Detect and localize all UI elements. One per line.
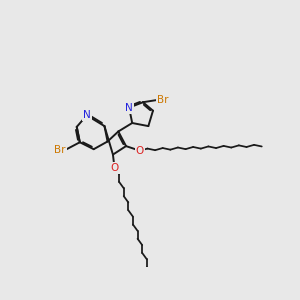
Text: Br: Br [157,95,169,105]
Text: N: N [83,110,91,120]
Text: Br: Br [54,145,66,155]
Text: O: O [110,163,118,173]
Text: O: O [136,146,144,156]
Text: N: N [125,103,133,112]
